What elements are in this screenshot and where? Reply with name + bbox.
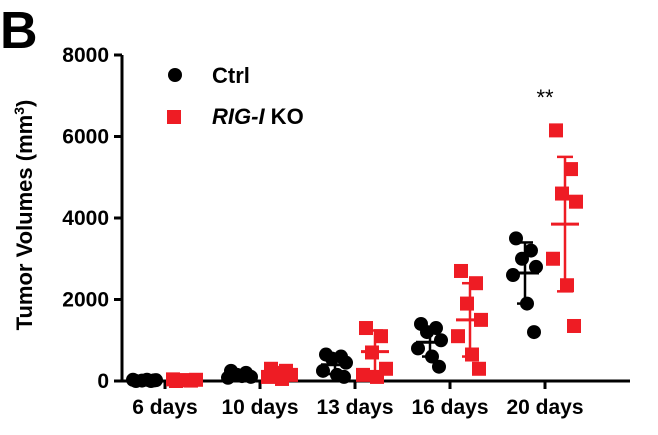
data-point xyxy=(560,278,574,293)
data-point xyxy=(465,347,479,362)
y-tick-label: 8000 xyxy=(62,44,109,67)
series-rig-i-ko xyxy=(166,123,583,388)
data-point xyxy=(411,341,425,356)
data-point xyxy=(261,369,275,384)
data-point xyxy=(359,321,373,336)
y-axis-label-superscript: 3 xyxy=(11,107,27,115)
y-axis-label-close: ) xyxy=(12,100,37,107)
x-tick-label: 13 days xyxy=(316,396,393,419)
data-point xyxy=(527,325,541,340)
y-tick-label: 6000 xyxy=(62,126,109,149)
panel-label: B xyxy=(0,2,38,60)
data-point xyxy=(569,194,583,209)
data-point xyxy=(454,263,468,278)
data-point xyxy=(356,367,370,382)
legend-label-rig-i-ko: RIG-I KO xyxy=(212,104,304,129)
x-tick-label: 16 days xyxy=(411,396,488,419)
legend-label-ctrl: Ctrl xyxy=(212,63,250,88)
data-point xyxy=(451,329,465,344)
data-point xyxy=(564,162,578,177)
y-tick-label: 4000 xyxy=(62,207,109,230)
data-point xyxy=(316,363,330,378)
legend-label-ko: KO xyxy=(265,104,304,129)
y-axis: 0 2000 4000 6000 8000 xyxy=(62,44,124,393)
significance-annotation: ** xyxy=(536,85,554,110)
legend-label-rig-i-italic: RIG-I xyxy=(212,104,265,129)
data-point xyxy=(434,333,448,348)
data-point xyxy=(524,243,538,258)
y-axis-ticks: 0 2000 4000 6000 8000 xyxy=(62,44,122,393)
data-point xyxy=(555,186,569,201)
x-axis: 6 days 10 days 13 days 16 days 20 days xyxy=(122,379,630,419)
data-point xyxy=(506,268,520,283)
legend: Ctrl RIG-I KO xyxy=(167,63,304,129)
data-point xyxy=(337,369,351,384)
y-tick-label: 2000 xyxy=(62,289,109,312)
data-point xyxy=(374,329,388,344)
data-point xyxy=(460,296,474,311)
y-tick-label: 0 xyxy=(97,370,109,393)
plot-marks xyxy=(126,123,583,388)
data-point xyxy=(546,251,560,266)
x-tick-label: 10 days xyxy=(221,396,298,419)
data-point xyxy=(515,251,529,266)
annotations: ** xyxy=(536,85,554,110)
legend-marker-rig-i-ko xyxy=(167,110,181,124)
x-axis-ticks: 6 days 10 days 13 days 16 days 20 days xyxy=(132,381,584,419)
y-axis-label: Tumor Volumes (mm3) xyxy=(11,100,37,331)
data-point xyxy=(432,359,446,374)
data-point xyxy=(549,123,563,138)
x-tick-label: 6 days xyxy=(132,396,197,419)
y-axis-label-base: Tumor Volumes (mm xyxy=(12,115,37,331)
x-tick-label: 20 days xyxy=(506,396,583,419)
legend-marker-ctrl xyxy=(168,68,182,82)
data-point xyxy=(472,361,486,376)
data-point xyxy=(567,318,581,333)
series-ctrl xyxy=(126,231,543,388)
data-point xyxy=(529,259,543,274)
data-point xyxy=(339,355,353,370)
